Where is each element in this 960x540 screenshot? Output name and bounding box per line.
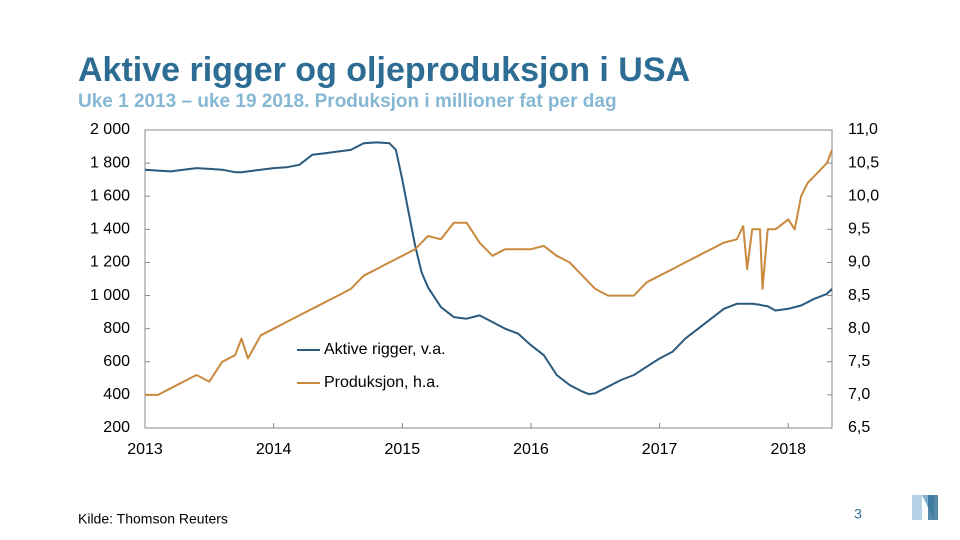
- y2-tick-label: 10,5: [848, 154, 879, 171]
- logo: [912, 495, 938, 520]
- x-tick-label: 2018: [770, 441, 806, 458]
- x-tick-label: 2016: [513, 441, 549, 458]
- y-tick-label: 800: [103, 320, 130, 337]
- y-tick-label: 400: [103, 386, 130, 403]
- y-tick-label: 1 800: [90, 154, 130, 171]
- x-tick-label: 2017: [642, 441, 678, 458]
- x-tick-label: 2015: [385, 441, 421, 458]
- y2-tick-label: 10,0: [848, 187, 879, 204]
- y-tick-label: 1 400: [90, 221, 130, 238]
- y-tick-label: 200: [103, 419, 130, 436]
- y2-tick-label: 8,0: [848, 320, 870, 337]
- y2-tick-label: 11,0: [848, 121, 878, 138]
- y2-tick-label: 9,5: [848, 221, 870, 238]
- y2-tick-label: 7,0: [848, 386, 870, 403]
- series-line: [145, 149, 833, 396]
- y-tick-label: 1 600: [90, 187, 130, 204]
- x-tick-label: 2013: [127, 441, 163, 458]
- page-number: 3: [854, 506, 862, 522]
- y2-tick-label: 8,5: [848, 287, 870, 304]
- source: Kilde: Thomson Reuters: [78, 511, 228, 527]
- legend-label: Produksjon, h.a.: [324, 374, 440, 391]
- y-tick-label: 600: [103, 353, 130, 370]
- legend-label: Aktive rigger, v.a.: [324, 341, 446, 358]
- y-tick-label: 2 000: [90, 121, 130, 138]
- slide-title: Aktive rigger og oljeproduksjon i USA: [78, 51, 690, 89]
- y2-tick-label: 6,5: [848, 419, 870, 436]
- y-tick-label: 1 000: [90, 287, 130, 304]
- y2-tick-label: 7,5: [848, 353, 870, 370]
- y2-tick-label: 9,0: [848, 254, 870, 271]
- plot-frame: [144, 129, 833, 429]
- slide-subtitle: Uke 1 2013 – uke 19 2018. Produksjon i m…: [78, 91, 617, 112]
- series-line: [144, 141, 833, 396]
- y-tick-label: 1 200: [90, 254, 130, 271]
- x-tick-label: 2014: [256, 441, 292, 458]
